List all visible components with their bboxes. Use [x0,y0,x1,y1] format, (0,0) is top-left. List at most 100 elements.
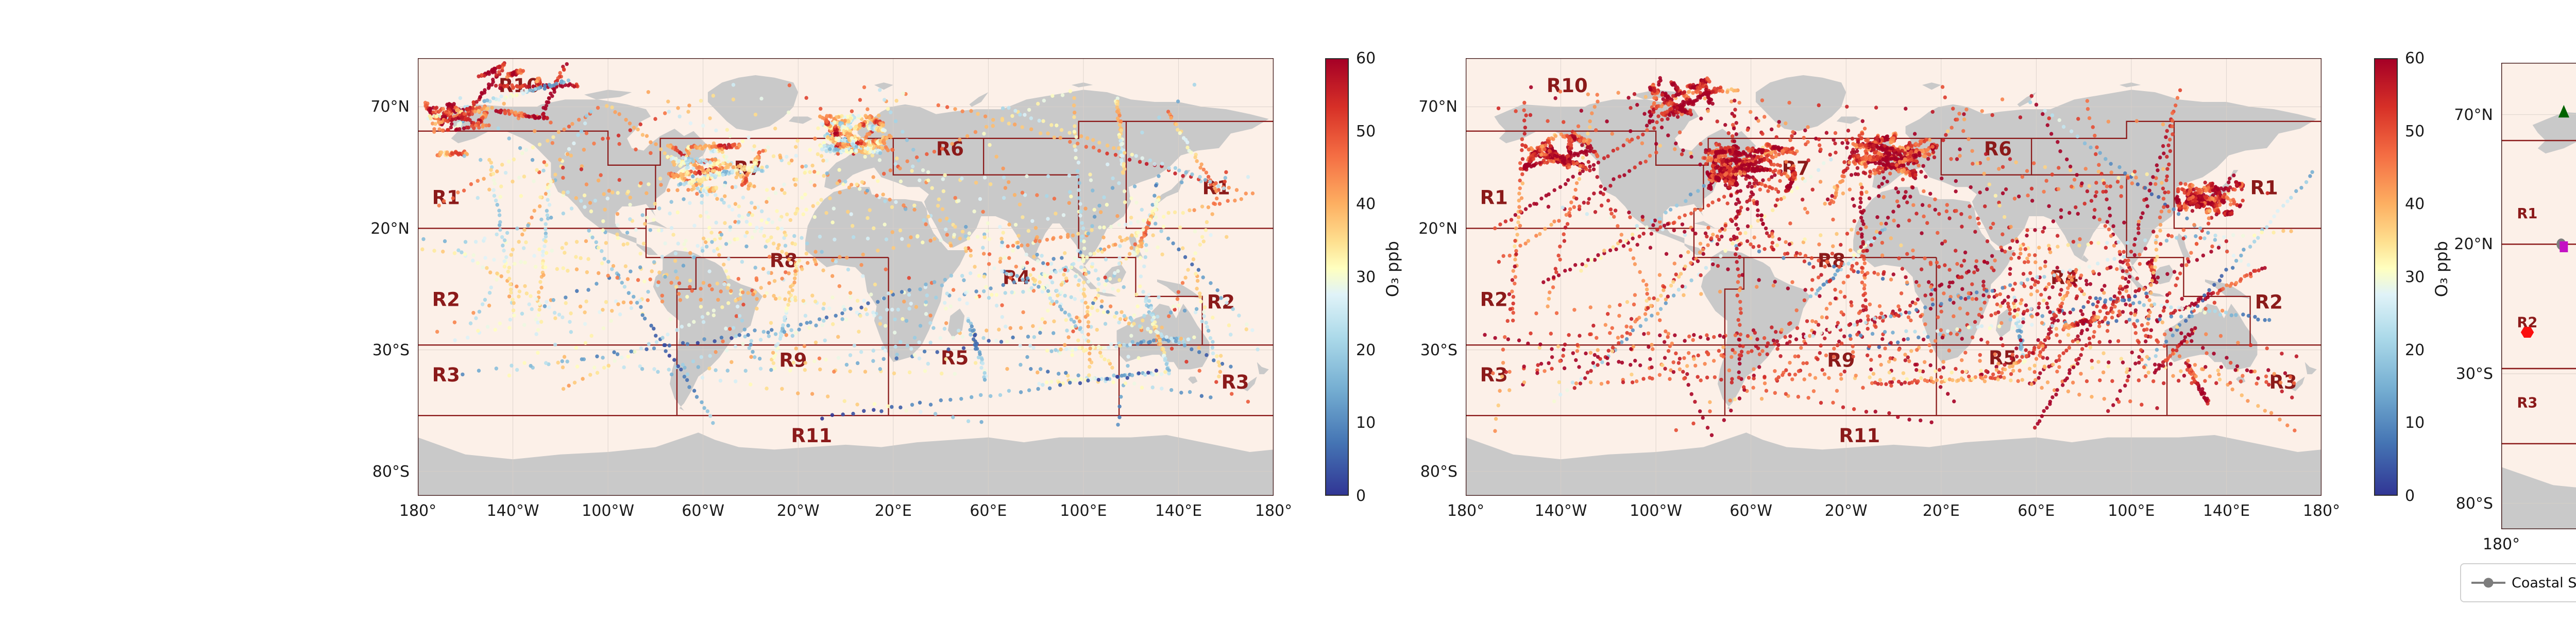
observation-dot [1856,231,1860,235]
observation-dot [1770,234,1775,239]
observation-dot [1563,342,1567,347]
observation-dot [1586,92,1590,97]
observation-dot [966,419,971,423]
observation-dot [724,349,729,353]
observation-dot [1190,347,1194,352]
observation-dot [795,138,800,143]
observation-dot [1084,145,1088,149]
observation-dot [484,123,488,128]
observation-dot [1832,137,1836,142]
observation-dot [1041,285,1045,289]
observation-dot [1117,135,1122,139]
observation-dot [848,353,853,357]
observation-dot [987,295,991,300]
observation-dot [808,180,813,184]
observation-dot [1111,176,1115,181]
observation-dot [1108,361,1112,366]
observation-dot [536,327,540,332]
observation-dot [1103,275,1107,280]
observation-dot [2212,301,2217,305]
observation-dot [977,273,981,278]
observation-dot [987,262,991,266]
observation-dot [922,218,926,222]
observation-dot [1021,215,1025,219]
observation-dot [1007,222,1011,227]
observation-dot [794,153,798,158]
observation-dot [686,146,690,150]
observation-dot [483,256,487,260]
observation-dot [925,152,929,156]
observation-dot [1122,285,1126,289]
observation-dot [1174,122,1178,127]
observation-dot [569,311,573,316]
observation-dot [1674,428,1678,432]
observation-dot [887,291,891,295]
observation-dot [965,301,969,306]
y-tick-label: 80°S [372,462,410,481]
observation-dot [2057,118,2061,123]
observation-dot [562,355,567,359]
observation-dot [1216,184,1221,188]
observation-dot [1803,206,1807,211]
observation-dot [1807,262,1811,266]
observation-dot [2252,239,2257,244]
observation-dot [544,234,548,239]
observation-dot [707,366,711,371]
observation-dot [1801,361,1805,366]
observation-dot [565,152,570,156]
observation-dot [686,188,690,192]
observation-dot [2304,180,2309,184]
observation-dot [944,306,948,311]
observation-dot [654,334,658,338]
observation-dot [1215,288,1219,292]
observation-dot [517,289,522,294]
observation-dot [706,168,711,172]
observation-dot [681,341,685,345]
observation-dot [540,253,545,257]
observation-dot [1110,366,1114,370]
y-tick-label: 70°N [370,98,410,116]
observation-dot [975,235,980,239]
observation-dot [498,220,502,224]
observation-dot [1123,200,1127,204]
observation-dot [859,350,863,354]
observation-dot [674,156,678,161]
observation-dot [677,114,682,119]
observation-dot [1835,269,1840,273]
observation-dot [907,288,911,292]
observation-dot [778,155,783,160]
observation-dot [560,359,564,363]
observation-dot [1910,300,1915,305]
observation-dot [514,93,518,97]
observation-dot [1130,152,1134,157]
observation-dot [1118,138,1123,143]
observation-dot [844,317,849,322]
region-boundary [2173,121,2321,229]
observation-dot [1029,116,1033,120]
observation-dot [616,223,620,228]
observation-dot [884,267,888,272]
observation-dot [886,107,890,111]
observation-dot [688,279,692,283]
observation-dot [939,238,943,242]
observation-dot [734,334,738,338]
observation-dot [1112,373,1116,378]
observation-dot [744,220,749,224]
observation-dot [1107,345,1111,350]
observation-dot [677,281,682,286]
observation-dot [918,324,923,328]
observation-dot [752,144,756,148]
observation-dot [474,316,478,320]
observation-dot [2089,145,2093,150]
observation-dot [564,295,568,300]
observation-dot [519,260,523,264]
observation-dot [1005,272,1009,276]
observation-dot [1101,345,1106,350]
observation-dot [747,346,751,350]
observation-dot [711,421,715,425]
observation-dot [1905,252,1909,256]
observation-dot [1166,211,1171,215]
observation-dot [958,137,962,142]
observation-dot [810,293,815,298]
observation-dot [579,167,584,171]
